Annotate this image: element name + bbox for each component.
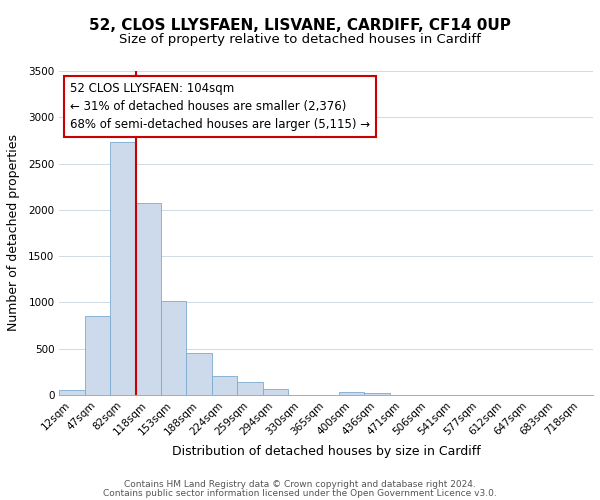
Text: Size of property relative to detached houses in Cardiff: Size of property relative to detached ho… <box>119 32 481 46</box>
Text: Contains public sector information licensed under the Open Government Licence v3: Contains public sector information licen… <box>103 489 497 498</box>
Bar <box>85 316 110 395</box>
Y-axis label: Number of detached properties: Number of detached properties <box>7 134 20 332</box>
Bar <box>212 376 237 395</box>
Bar <box>110 142 136 395</box>
Text: Contains HM Land Registry data © Crown copyright and database right 2024.: Contains HM Land Registry data © Crown c… <box>124 480 476 489</box>
Bar <box>136 203 161 395</box>
Bar <box>237 382 263 395</box>
Bar <box>187 353 212 395</box>
Text: 52 CLOS LLYSFAEN: 104sqm
← 31% of detached houses are smaller (2,376)
68% of sem: 52 CLOS LLYSFAEN: 104sqm ← 31% of detach… <box>70 82 370 132</box>
X-axis label: Distribution of detached houses by size in Cardiff: Distribution of detached houses by size … <box>172 445 481 458</box>
Bar <box>339 392 364 395</box>
Text: 52, CLOS LLYSFAEN, LISVANE, CARDIFF, CF14 0UP: 52, CLOS LLYSFAEN, LISVANE, CARDIFF, CF1… <box>89 18 511 32</box>
Bar <box>59 390 85 395</box>
Bar <box>263 390 288 395</box>
Bar <box>364 393 390 395</box>
Bar <box>161 302 187 395</box>
